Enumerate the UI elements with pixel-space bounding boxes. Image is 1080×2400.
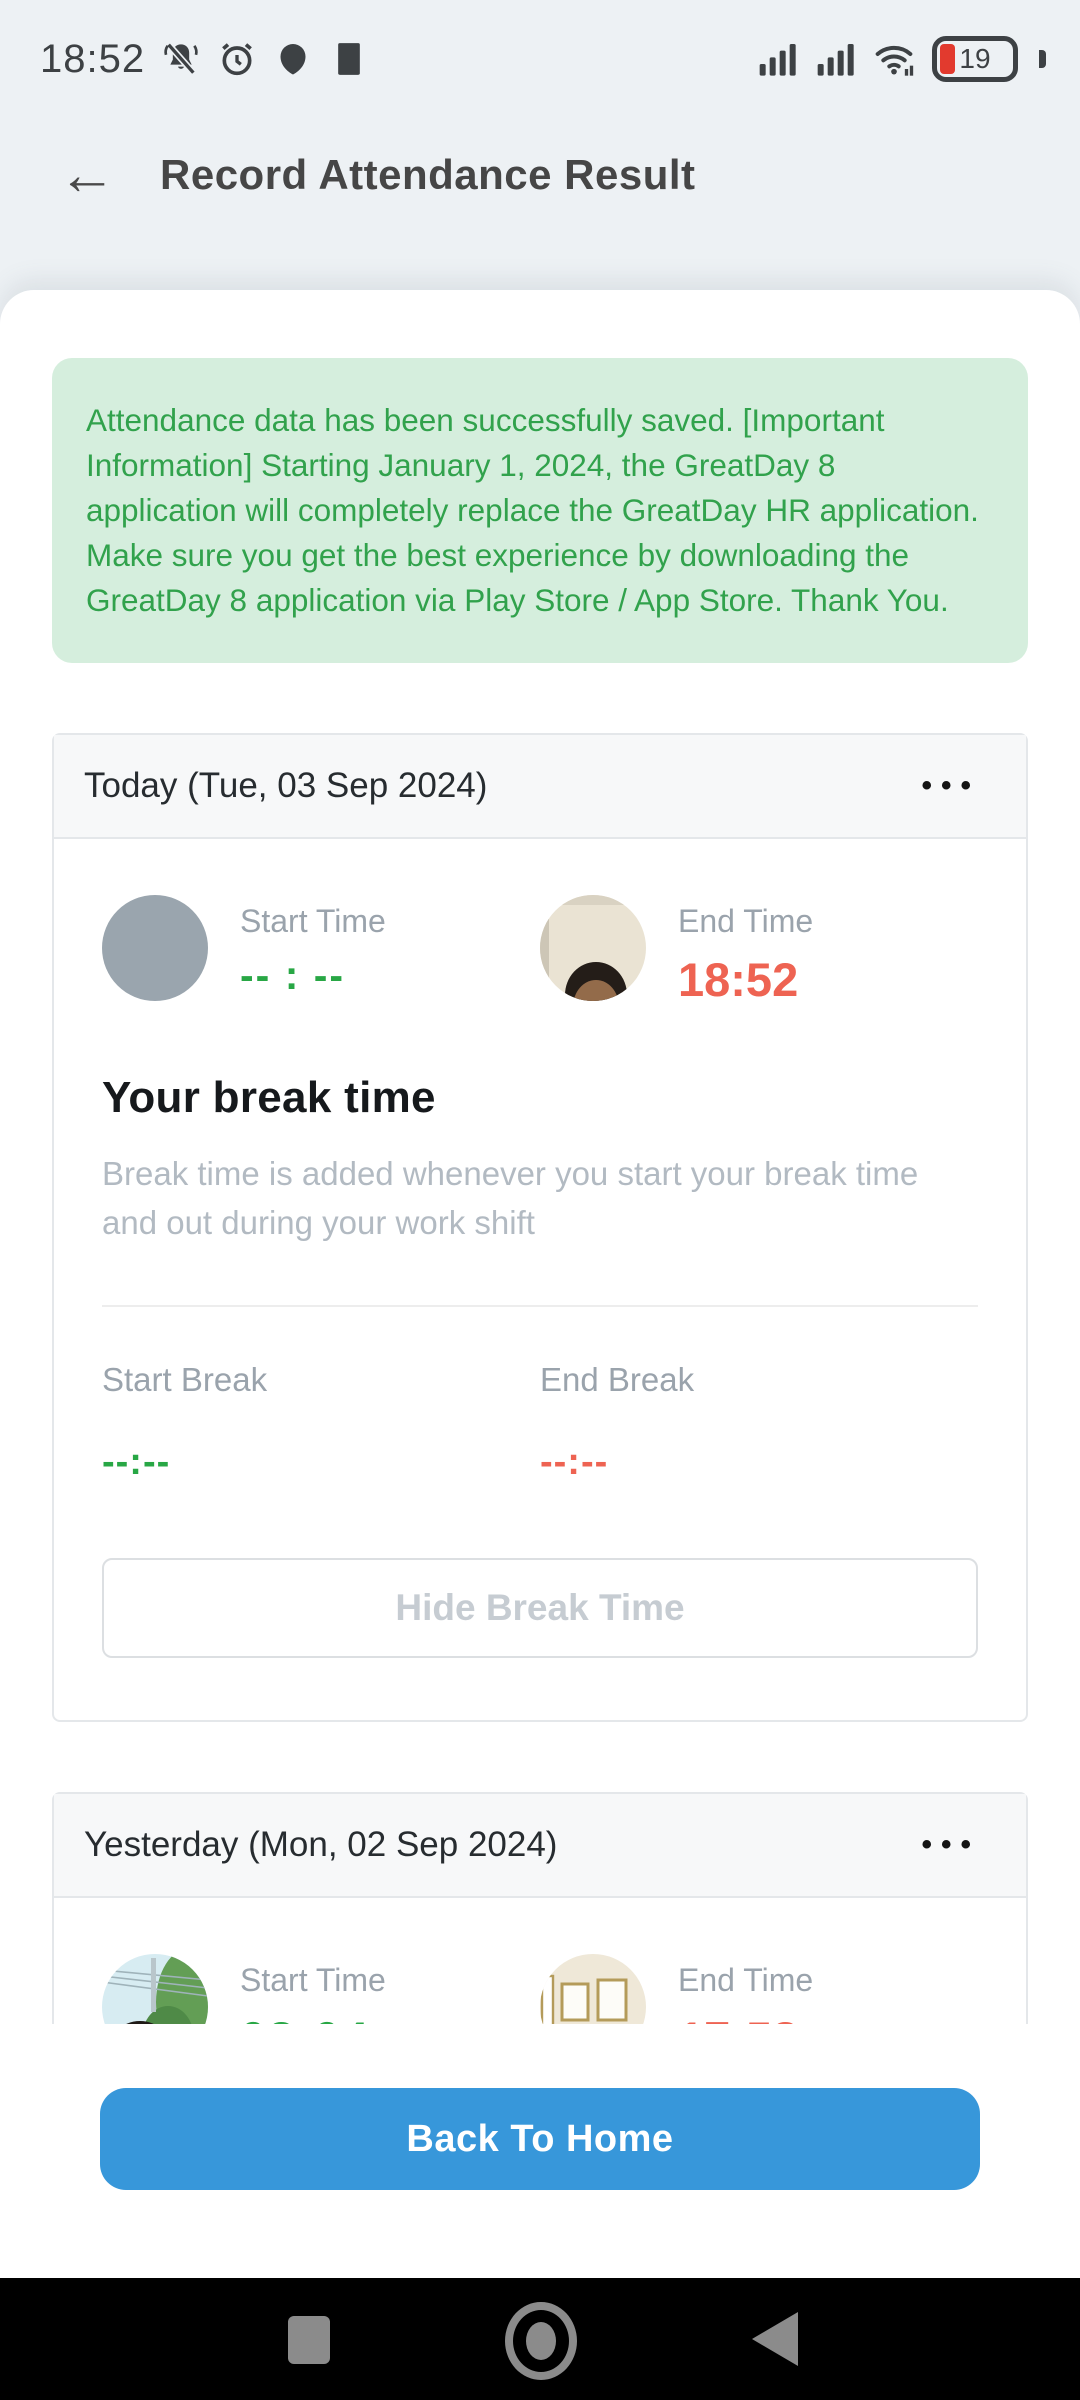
back-arrow-icon[interactable]: ← xyxy=(58,142,116,207)
success-alert: Attendance data has been successfully sa… xyxy=(52,358,1028,663)
signal-sim1-icon xyxy=(759,44,796,76)
attendance-card-today: Today (Tue, 03 Sep 2024) ••• Start Time … xyxy=(52,733,1028,1722)
card-title-yesterday: Yesterday (Mon, 02 Sep 2024) xyxy=(84,1825,558,1864)
home-circle-icon[interactable] xyxy=(505,2302,577,2380)
wifi-icon xyxy=(875,46,914,76)
battery-cap xyxy=(1039,50,1046,68)
battery-fill xyxy=(940,44,955,74)
end-break-label: End Break xyxy=(540,1361,695,1398)
avatar-end-photo xyxy=(540,895,646,1001)
start-break-value: --:-- xyxy=(102,1441,171,1483)
time-row-today: Start Time -- : -- xyxy=(102,895,978,1007)
end-time-label: End Time xyxy=(678,1962,814,1998)
recents-square-icon[interactable] xyxy=(288,2316,330,2364)
divider xyxy=(102,1305,978,1307)
break-section-title: Your break time xyxy=(102,1073,436,1122)
status-bar-left: 18:52 xyxy=(40,37,369,82)
battery-percent: 19 xyxy=(959,43,991,74)
break-section-description: Break time is added whenever you start y… xyxy=(102,1155,919,1241)
bell-muted-icon xyxy=(164,42,198,75)
avatar-start-placeholder xyxy=(102,895,208,1001)
avatar-end-illustration xyxy=(540,895,646,1001)
end-time-label: End Time xyxy=(678,903,814,939)
battery-icon: 19 xyxy=(932,36,1018,82)
card-body-today: Start Time -- : -- xyxy=(54,839,1026,1720)
start-break-label: Start Break xyxy=(102,1361,268,1398)
start-time-value: -- : -- xyxy=(240,952,346,998)
start-time-label: Start Time xyxy=(240,903,386,939)
more-options-icon[interactable]: ••• xyxy=(921,769,980,802)
more-options-icon[interactable]: ••• xyxy=(921,1828,980,1861)
bottom-action-bar: Back To Home xyxy=(0,2024,1080,2278)
card-title-today: Today (Tue, 03 Sep 2024) xyxy=(84,766,488,805)
card-header-yesterday: Yesterday (Mon, 02 Sep 2024) ••• xyxy=(54,1794,1026,1898)
home-circle-inner xyxy=(526,2322,556,2360)
back-triangle-icon[interactable] xyxy=(752,2312,798,2366)
start-time-label: Start Time xyxy=(240,1962,386,1998)
chat-bubble-icon xyxy=(280,44,306,75)
alarm-clock-icon xyxy=(222,43,252,76)
card-header-today: Today (Tue, 03 Sep 2024) ••• xyxy=(54,735,1026,839)
signal-sim2-icon xyxy=(817,44,854,76)
screen-square-icon xyxy=(338,43,360,75)
app-header: ← Record Attendance Result xyxy=(0,104,1080,204)
page-title: Record Attendance Result xyxy=(160,151,696,198)
break-labels-row: Start Break --:-- End Break --:-- xyxy=(102,1361,978,1484)
hide-break-time-button[interactable]: Hide Break Time xyxy=(102,1558,978,1658)
start-time-block-today: Start Time -- : -- xyxy=(102,895,540,1007)
content-sheet: Attendance data has been successfully sa… xyxy=(0,290,1080,2400)
status-bar-right: 19 xyxy=(758,36,1046,82)
back-to-home-button[interactable]: Back To Home xyxy=(100,2088,980,2190)
end-time-block-today: End Time 18:52 xyxy=(540,895,978,1007)
end-break-value: --:-- xyxy=(540,1441,609,1483)
android-navigation-bar xyxy=(0,2278,1080,2400)
end-time-value: 18:52 xyxy=(678,953,799,1006)
status-bar: 18:52 xyxy=(0,0,1080,104)
status-clock: 18:52 xyxy=(40,36,146,81)
